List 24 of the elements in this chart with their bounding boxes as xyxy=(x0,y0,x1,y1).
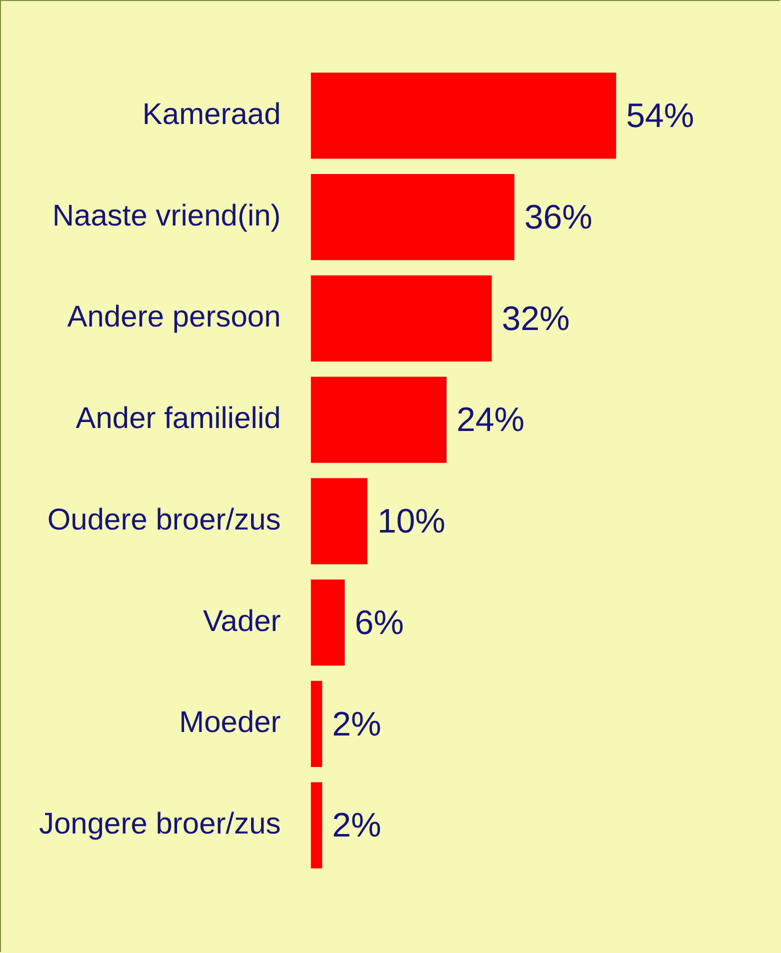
y-tick-label: Jongere broer/zus xyxy=(38,808,281,841)
bar xyxy=(310,174,514,260)
data-label: 2% xyxy=(332,806,382,845)
bar xyxy=(310,72,616,159)
data-label: 6% xyxy=(354,604,404,642)
y-tick-label: Oudere broer/zus xyxy=(47,503,281,536)
bar xyxy=(310,579,345,666)
data-label: 2% xyxy=(332,705,382,744)
y-tick-label: Andere persoon xyxy=(67,300,281,334)
bar xyxy=(310,478,368,564)
y-tick-label: Vader xyxy=(202,604,281,638)
y-tick-label: Kameraad xyxy=(142,98,281,131)
bar xyxy=(310,782,322,868)
data-label: 36% xyxy=(524,198,592,236)
data-label: 54% xyxy=(626,97,694,136)
y-tick-label: Ander familielid xyxy=(76,402,281,436)
y-tick-label: Naaste vriend(in) xyxy=(52,199,281,232)
data-label: 10% xyxy=(377,502,446,541)
bar xyxy=(310,376,446,463)
bar xyxy=(310,275,492,362)
y-tick-label: Moeder xyxy=(179,706,281,740)
data-label: 24% xyxy=(456,401,525,440)
bar xyxy=(310,680,322,768)
data-label: 32% xyxy=(502,300,570,338)
